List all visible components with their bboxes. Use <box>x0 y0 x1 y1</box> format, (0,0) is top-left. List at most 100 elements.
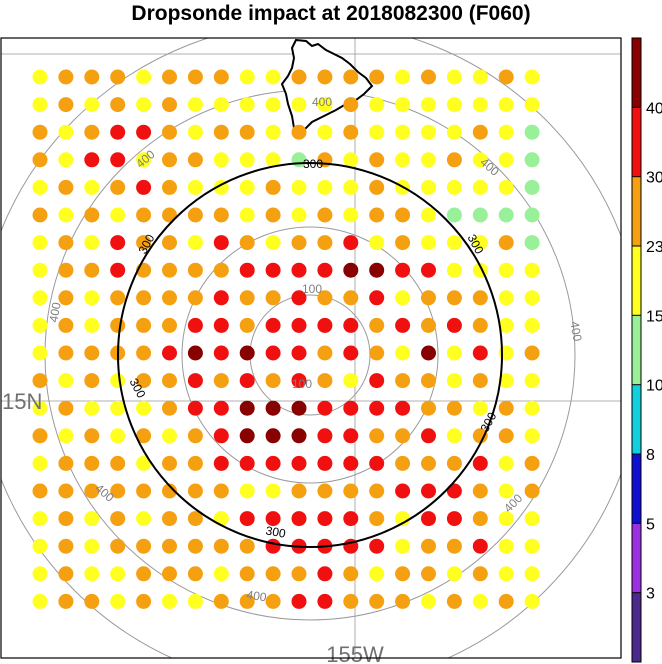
dropsonde-dot <box>421 317 436 333</box>
dropsonde-dot <box>110 235 126 251</box>
dropsonde-dot <box>524 207 540 223</box>
dropsonde-dot <box>421 511 436 527</box>
dropsonde-dot <box>343 290 359 306</box>
dropsonde-dot <box>213 455 229 471</box>
dropsonde-dot <box>498 97 514 113</box>
contour-label-300: 300 <box>303 157 323 171</box>
dropsonde-dot <box>239 566 255 582</box>
dropsonde-dot <box>343 566 359 582</box>
dropsonde-dot <box>498 317 514 333</box>
dropsonde-dot <box>187 207 203 223</box>
dropsonde-dot <box>395 428 411 444</box>
contour-label-400: 400 <box>246 588 268 605</box>
dropsonde-dot <box>162 511 177 527</box>
dropsonde-dot <box>498 400 514 416</box>
dropsonde-dot <box>32 538 48 554</box>
dropsonde-dot <box>136 400 152 416</box>
dropsonde-dot <box>110 538 126 554</box>
dropsonde-dot <box>291 400 307 416</box>
dropsonde-dot <box>84 235 100 251</box>
dropsonde-dot <box>421 455 436 471</box>
dropsonde-dot <box>187 124 203 140</box>
dropsonde-dot <box>32 593 48 609</box>
dropsonde-dot <box>421 483 436 499</box>
dropsonde-dot <box>239 511 255 527</box>
dropsonde-dot <box>84 262 100 278</box>
dropsonde-dot <box>136 345 152 361</box>
dropsonde-dot <box>317 373 333 389</box>
dropsonde-dot <box>472 483 488 499</box>
colorbar-swatch <box>632 523 641 593</box>
colorbar: 3 5 8 10 15 23 30 40 <box>631 37 662 663</box>
dropsonde-dot <box>187 345 203 361</box>
dropsonde-dot <box>291 483 307 499</box>
dropsonde-dot <box>136 317 152 333</box>
dropsonde-dot <box>291 124 307 140</box>
dropsonde-dot <box>291 235 307 251</box>
colorbar-outline <box>631 37 642 663</box>
dropsonde-dot <box>343 69 359 85</box>
dropsonde-dot <box>369 483 385 499</box>
dropsonde-dot <box>421 345 436 361</box>
dropsonde-dot <box>239 97 255 113</box>
dropsonde-dot <box>187 483 203 499</box>
contour-label-100: 100 <box>292 377 312 391</box>
dropsonde-dot <box>498 373 514 389</box>
dropsonde-dot <box>162 97 177 113</box>
dropsonde-dot <box>317 483 333 499</box>
dropsonde-dot <box>265 428 281 444</box>
dropsonde-dot <box>421 69 436 85</box>
dropsonde-dot <box>369 538 385 554</box>
dropsonde-dot <box>291 455 307 471</box>
dropsonde-dot <box>58 152 74 168</box>
dropsonde-dot <box>58 511 74 527</box>
dropsonde-dot <box>187 428 203 444</box>
dropsonde-dot <box>162 345 177 361</box>
dropsonde-dot <box>472 373 488 389</box>
dropsonde-dot <box>369 179 385 195</box>
colorbar-tick-label: 40 <box>646 100 662 117</box>
dropsonde-dot <box>32 97 48 113</box>
dropsonde-dot <box>498 290 514 306</box>
dropsonde-dot <box>84 152 100 168</box>
dropsonde-dot <box>291 566 307 582</box>
dropsonde-dot <box>32 207 48 223</box>
dropsonde-dot <box>110 566 126 582</box>
dropsonde-dot <box>110 152 126 168</box>
dropsonde-dot <box>162 69 177 85</box>
dropsonde-dot <box>395 593 411 609</box>
dropsonde-dot <box>291 290 307 306</box>
dropsonde-dot <box>524 179 540 195</box>
dropsonde-dot <box>162 290 177 306</box>
dots-layer <box>32 69 540 609</box>
dropsonde-dot <box>291 69 307 85</box>
dropsonde-dot <box>498 262 514 278</box>
dropsonde-dot <box>265 317 281 333</box>
dropsonde-dot <box>446 373 462 389</box>
dropsonde-dot <box>265 179 281 195</box>
dropsonde-dot <box>136 69 152 85</box>
dropsonde-dot <box>395 483 411 499</box>
dropsonde-dot <box>239 483 255 499</box>
dropsonde-dot <box>32 428 48 444</box>
dropsonde-dot <box>524 345 540 361</box>
dropsonde-dot <box>291 97 307 113</box>
dropsonde-dot <box>58 124 74 140</box>
dropsonde-dot <box>472 317 488 333</box>
dropsonde-dot <box>291 207 307 223</box>
dropsonde-dot <box>84 124 100 140</box>
dropsonde-dot <box>187 593 203 609</box>
dropsonde-dot <box>498 566 514 582</box>
dropsonde-dot <box>421 290 436 306</box>
dropsonde-dot <box>421 262 436 278</box>
colorbar-swatch <box>632 246 641 316</box>
dropsonde-dot <box>84 373 100 389</box>
dropsonde-dot <box>265 290 281 306</box>
dropsonde-dot <box>524 566 540 582</box>
dropsonde-dot <box>446 124 462 140</box>
dropsonde-dot <box>343 207 359 223</box>
dropsonde-dot <box>58 566 74 582</box>
dropsonde-dot <box>498 69 514 85</box>
dropsonde-dot <box>317 566 333 582</box>
dropsonde-dot <box>317 124 333 140</box>
